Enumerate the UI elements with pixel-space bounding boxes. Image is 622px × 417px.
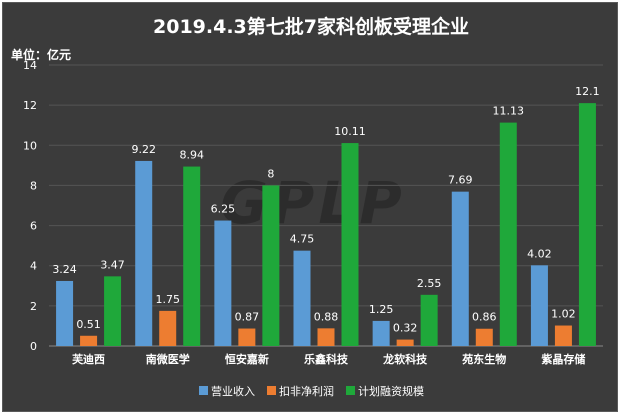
y-tick-label: 12 (23, 99, 37, 112)
data-label: 8 (267, 167, 274, 180)
data-label: 0.51 (76, 318, 101, 331)
unit-label: 单位：亿元 (11, 47, 71, 62)
bar-1 (135, 160, 153, 346)
bar-3 (104, 276, 122, 346)
bar-chart: 2019.4.3第七批7家科创板受理企业 单位：亿元 GPLP 0 2 4 6 8 10 1… (11, 15, 603, 398)
legend: 营业收入 扣非净利润 计划融资规模 (199, 384, 424, 398)
data-label: 0.32 (393, 322, 418, 335)
data-label: 4.02 (527, 247, 552, 260)
data-label: 9.22 (131, 143, 156, 156)
bar-1 (451, 191, 469, 346)
x-tick-label: 芙迪西 (71, 352, 105, 366)
bar-2 (396, 339, 414, 346)
data-label: 8.94 (179, 149, 204, 162)
data-label: 3.47 (100, 258, 125, 271)
y-tick-label: 14 (23, 59, 37, 72)
legend-swatch (267, 386, 276, 395)
legend-label: 营业收入 (211, 384, 255, 398)
data-labels: 3.24 0.51 3.47 9.22 1.75 8.94 6.25 0.87 8 4.75 0.8… (52, 85, 599, 334)
bar-3 (341, 143, 359, 346)
bar-1 (530, 265, 548, 346)
chart-frame: 2019.4.3第七批7家科创板受理企业 单位：亿元 GPLP 0 2 4 6 8 10 1… (2, 2, 618, 412)
y-tick-label: 8 (30, 179, 37, 192)
data-label: 1.02 (551, 308, 576, 321)
y-axis-ticks: 0 2 4 6 8 10 12 14 (23, 59, 37, 353)
y-tick-label: 0 (30, 340, 37, 353)
data-label: 4.75 (290, 233, 315, 246)
data-label: 0.88 (314, 310, 339, 323)
bar-2 (159, 310, 177, 346)
x-tick-label: 恒安嘉新 (225, 352, 269, 366)
data-label: 1.75 (155, 293, 180, 306)
data-label: 11.13 (493, 105, 525, 118)
bar-3 (262, 185, 280, 346)
bar-2 (238, 328, 256, 346)
data-label: 0.87 (235, 311, 260, 324)
watermark: GPLP (220, 169, 406, 237)
data-label: 7.69 (448, 174, 473, 187)
bar-1 (372, 320, 390, 346)
data-label: 10.11 (334, 125, 366, 138)
bar-1 (214, 220, 232, 346)
bar-3 (499, 122, 517, 346)
data-label: 0.86 (472, 311, 497, 324)
x-tick-label: 紫晶存储 (541, 352, 585, 366)
bar-3 (578, 103, 596, 346)
data-label: 3.24 (52, 263, 77, 276)
bar-3 (183, 166, 201, 346)
x-tick-label: 南微医学 (146, 352, 190, 366)
bar-2 (475, 328, 493, 346)
data-label: 12.1 (575, 85, 600, 98)
x-axis-ticks: 芙迪西 南微医学 恒安嘉新 乐鑫科技 龙软科技 苑东生物 紫晶存储 (71, 352, 585, 366)
y-tick-label: 10 (23, 139, 37, 152)
data-label: 2.55 (417, 277, 442, 290)
legend-label: 扣非净利润 (279, 384, 334, 398)
bars (56, 103, 596, 346)
data-label: 6.25 (211, 203, 236, 216)
bar-2 (554, 325, 572, 346)
x-tick-label: 龙软科技 (382, 352, 428, 366)
bar-3 (420, 294, 438, 346)
y-tick-label: 2 (30, 300, 37, 313)
bar-1 (293, 250, 311, 346)
y-tick-label: 4 (30, 260, 37, 273)
legend-label: 计划融资规模 (358, 384, 424, 398)
chart-title: 2019.4.3第七批7家科创板受理企业 (153, 15, 469, 38)
x-tick-label: 苑东生物 (461, 352, 506, 366)
legend-swatch (199, 386, 208, 395)
bar-2 (80, 335, 98, 346)
bar-1 (56, 280, 74, 346)
x-tick-label: 乐鑫科技 (304, 352, 349, 366)
y-tick-label: 6 (30, 220, 37, 233)
legend-swatch (346, 386, 355, 395)
data-label: 1.25 (369, 303, 394, 316)
bar-2 (317, 328, 335, 346)
